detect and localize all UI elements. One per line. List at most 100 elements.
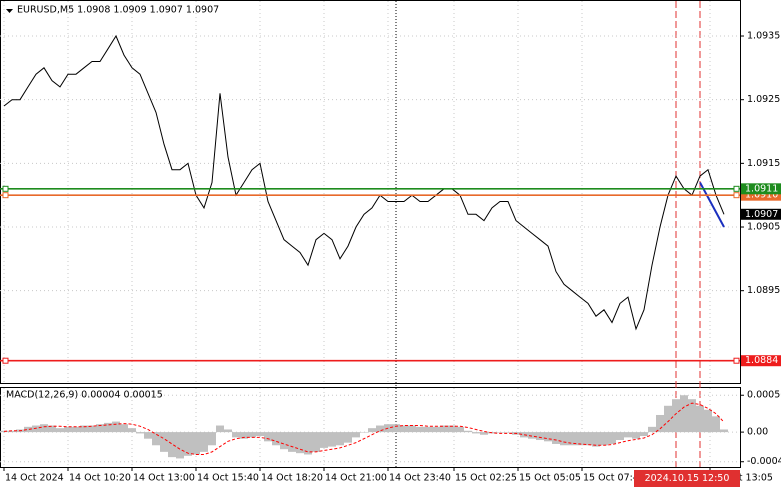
macd-bar <box>360 432 368 433</box>
macd-bar <box>208 432 216 446</box>
macd-bar <box>704 409 712 433</box>
macd-bar <box>312 432 320 452</box>
macd-bar <box>176 432 184 459</box>
macd-bar <box>576 432 584 446</box>
macd-bar <box>456 426 464 433</box>
macd-bar <box>120 424 128 433</box>
x-tick-label: 15 Oct 13:05 <box>711 473 773 484</box>
macd-bar <box>304 432 312 455</box>
macd-bar <box>568 432 576 446</box>
macd-bar <box>432 426 440 433</box>
macd-bar <box>640 432 648 437</box>
y-tick-label: 1.0915 <box>747 158 780 169</box>
macd-bar <box>168 432 176 458</box>
macd-bar <box>680 395 688 433</box>
level-handle <box>733 357 740 364</box>
signal-line <box>3 402 725 455</box>
level-label-box <box>741 189 781 201</box>
macd-bar <box>104 422 112 433</box>
macd-bar <box>264 432 272 442</box>
macd-bar <box>552 432 560 444</box>
macd-bar <box>600 432 608 446</box>
level-handle <box>2 192 9 199</box>
level-label: 1.0910 <box>745 190 778 201</box>
cursor-time-label: 2024.10.15 12:50 <box>645 473 730 484</box>
x-tick-label: 14 Oct 13:00 <box>133 473 195 484</box>
macd-bar <box>448 425 456 433</box>
macd-bar <box>480 432 488 435</box>
macd-bar <box>200 432 208 452</box>
macd-bar <box>32 425 40 433</box>
macd-bar <box>408 425 416 433</box>
macd-bar <box>656 414 664 433</box>
x-tick-label: 14 Oct 10:20 <box>69 473 131 484</box>
macd-bar <box>416 426 424 433</box>
x-tick-label: 15 Oct 05:05 <box>519 473 581 484</box>
symbol-menu-arrow <box>6 9 13 13</box>
x-tick-label: 14 Oct 15:40 <box>197 473 259 484</box>
macd-bar <box>216 425 224 433</box>
last-price-label: 1.0907 <box>745 209 778 220</box>
macd-bar <box>376 425 384 433</box>
y-tick-label: 1.0905 <box>747 222 780 233</box>
macd-bar <box>224 429 232 433</box>
macd-bar <box>608 432 616 444</box>
level-label-box <box>741 183 781 195</box>
macd-bar <box>616 432 624 441</box>
y-tick-label: 1.0935 <box>747 31 780 42</box>
last-price-box <box>741 208 781 220</box>
macd-bar <box>392 424 400 433</box>
macd-bar <box>496 432 504 433</box>
macd-panel-frame <box>0 387 741 468</box>
macd-bar <box>464 430 472 433</box>
macd-bar <box>368 428 376 433</box>
x-tick-label: 14 Oct 18:20 <box>261 473 323 484</box>
macd-bar <box>720 429 728 433</box>
macd-bar <box>648 426 656 433</box>
macd-bar <box>320 432 328 448</box>
x-tick-label: 14 Oct 2024 <box>5 473 64 484</box>
macd-bar <box>272 432 280 446</box>
level-label-box <box>741 355 781 367</box>
y-tick-label: 0.00056 <box>747 390 781 401</box>
macd-bar <box>72 426 80 433</box>
macd-bar <box>280 432 288 450</box>
macd-bar <box>192 432 200 455</box>
x-tick-label: 14 Oct 21:00 <box>325 473 387 484</box>
x-tick-label: 15 Oct 02:25 <box>455 473 517 484</box>
macd-bar <box>560 432 568 446</box>
macd-bar <box>80 425 88 433</box>
macd-bar <box>136 432 144 434</box>
macd-bar <box>536 432 544 441</box>
macd-bar <box>520 432 528 438</box>
macd-bar <box>296 432 304 454</box>
macd-bar <box>144 432 152 439</box>
macd-bar <box>64 426 72 433</box>
macd-bar <box>688 399 696 433</box>
macd-bar <box>664 405 672 433</box>
macd-bar <box>0 430 8 433</box>
macd-bar <box>8 430 16 433</box>
macd-bar <box>48 425 56 433</box>
macd-bar <box>400 425 408 433</box>
macd-bar <box>672 399 680 433</box>
x-tick-label: 15 Oct 07:45 <box>583 473 645 484</box>
y-tick-label: 1.0925 <box>747 94 780 105</box>
level-handle <box>733 192 740 199</box>
macd-bar <box>336 432 344 446</box>
level-handle <box>733 185 740 192</box>
trend-line <box>699 181 725 228</box>
cursor-time-box <box>634 470 740 487</box>
macd-bar <box>344 432 352 443</box>
macd-bar <box>440 425 448 433</box>
macd-bar <box>352 432 360 438</box>
price-line <box>3 34 725 331</box>
macd-bar <box>584 432 592 446</box>
macd-bar <box>232 432 240 438</box>
macd-bar <box>152 432 160 446</box>
level-label: 1.0884 <box>745 355 778 366</box>
macd-bar <box>56 428 64 433</box>
x-tick-label: 14 Oct 23:40 <box>389 473 451 484</box>
